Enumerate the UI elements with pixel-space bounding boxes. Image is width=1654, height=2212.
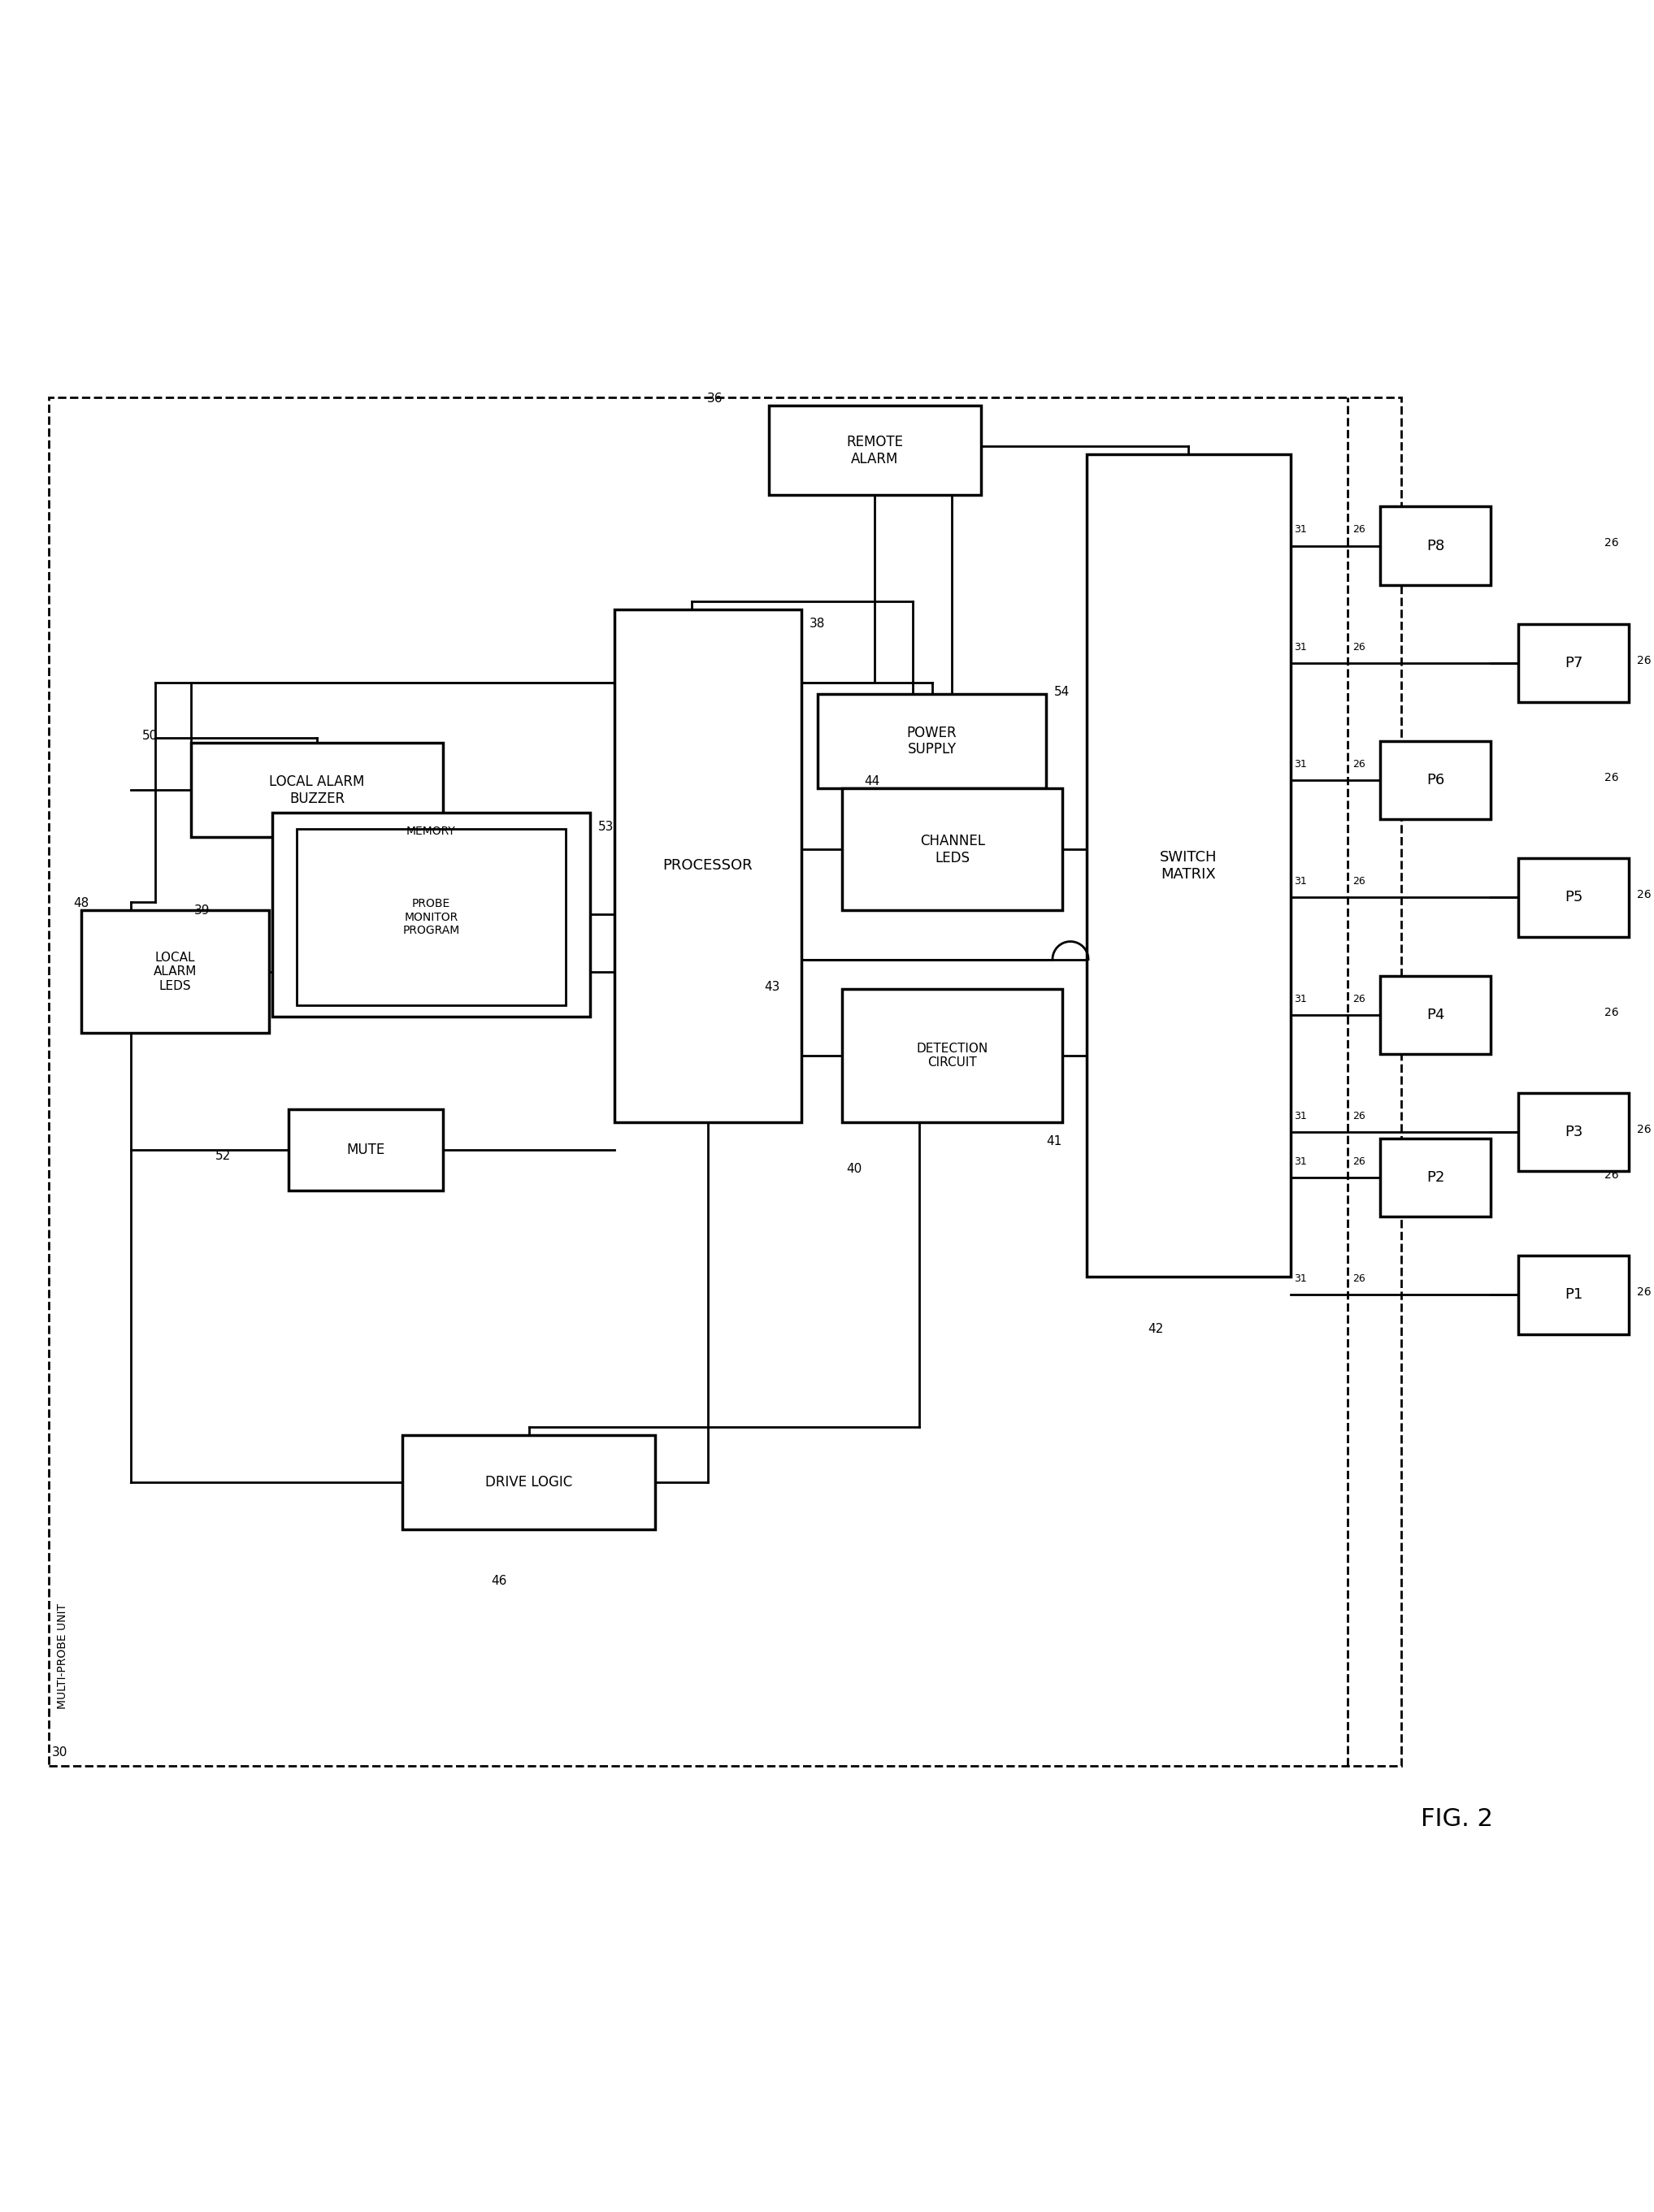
Text: 42: 42	[1148, 1323, 1163, 1334]
Text: P8: P8	[1426, 538, 1444, 553]
Text: P4: P4	[1426, 1006, 1444, 1022]
Text: P5: P5	[1565, 889, 1583, 905]
Text: DRIVE LOGIC: DRIVE LOGIC	[485, 1475, 572, 1489]
Text: 26: 26	[1353, 524, 1365, 535]
Text: 31: 31	[1293, 641, 1307, 653]
Text: 46: 46	[491, 1575, 506, 1588]
FancyBboxPatch shape	[1379, 507, 1490, 584]
FancyBboxPatch shape	[614, 608, 802, 1121]
FancyBboxPatch shape	[81, 911, 270, 1033]
Text: 31: 31	[1293, 1110, 1307, 1121]
Text: 26: 26	[1353, 876, 1365, 887]
Text: P7: P7	[1565, 655, 1583, 670]
Text: 31: 31	[1293, 524, 1307, 535]
Text: 38: 38	[810, 617, 825, 630]
FancyBboxPatch shape	[402, 1436, 655, 1528]
Text: 31: 31	[1293, 993, 1307, 1004]
FancyBboxPatch shape	[1518, 624, 1629, 701]
FancyBboxPatch shape	[842, 989, 1062, 1121]
Text: 36: 36	[708, 392, 723, 405]
Text: 26: 26	[1604, 1006, 1619, 1018]
Text: 48: 48	[73, 898, 89, 909]
Text: P1: P1	[1565, 1287, 1583, 1303]
Text: 26: 26	[1353, 759, 1365, 770]
FancyBboxPatch shape	[1087, 453, 1290, 1276]
Text: POWER
SUPPLY: POWER SUPPLY	[906, 726, 958, 757]
Text: PROCESSOR: PROCESSOR	[663, 858, 753, 874]
FancyBboxPatch shape	[1518, 858, 1629, 936]
Text: 50: 50	[142, 730, 157, 741]
FancyBboxPatch shape	[842, 787, 1062, 911]
Text: 44: 44	[865, 776, 880, 787]
Text: 26: 26	[1353, 641, 1365, 653]
FancyBboxPatch shape	[1379, 741, 1490, 818]
Text: CHANNEL
LEDS: CHANNEL LEDS	[920, 834, 984, 865]
Text: REMOTE
ALARM: REMOTE ALARM	[847, 434, 903, 467]
Text: 31: 31	[1293, 1274, 1307, 1285]
FancyBboxPatch shape	[288, 1108, 443, 1190]
Text: 41: 41	[1045, 1135, 1062, 1148]
FancyBboxPatch shape	[1379, 1139, 1490, 1217]
FancyBboxPatch shape	[190, 743, 443, 838]
Text: 53: 53	[599, 821, 614, 834]
FancyBboxPatch shape	[1518, 1256, 1629, 1334]
Text: MUTE: MUTE	[347, 1144, 385, 1157]
Text: 31: 31	[1293, 759, 1307, 770]
Text: 26: 26	[1604, 1170, 1619, 1181]
Text: 26: 26	[1637, 1287, 1652, 1298]
Text: 26: 26	[1353, 1274, 1365, 1285]
Text: 26: 26	[1637, 1124, 1652, 1135]
Text: 26: 26	[1353, 1110, 1365, 1121]
Text: 26: 26	[1604, 772, 1619, 783]
Text: LOCAL
ALARM
LEDS: LOCAL ALARM LEDS	[154, 951, 197, 991]
FancyBboxPatch shape	[769, 405, 981, 495]
Text: 30: 30	[53, 1745, 68, 1759]
Text: DETECTION
CIRCUIT: DETECTION CIRCUIT	[916, 1042, 987, 1068]
FancyBboxPatch shape	[819, 695, 1045, 787]
FancyBboxPatch shape	[1379, 975, 1490, 1053]
Text: P2: P2	[1426, 1170, 1444, 1186]
Text: 43: 43	[764, 980, 781, 993]
Text: 31: 31	[1293, 1157, 1307, 1168]
FancyBboxPatch shape	[1518, 1093, 1629, 1170]
Text: P3: P3	[1565, 1124, 1583, 1139]
Text: 54: 54	[1054, 686, 1070, 699]
FancyBboxPatch shape	[273, 812, 590, 1018]
Text: MULTI-PROBE UNIT: MULTI-PROBE UNIT	[58, 1604, 68, 1708]
Text: 26: 26	[1353, 993, 1365, 1004]
Text: SWITCH
MATRIX: SWITCH MATRIX	[1159, 849, 1217, 883]
Text: 39: 39	[194, 905, 210, 916]
Text: PROBE
MONITOR
PROGRAM: PROBE MONITOR PROGRAM	[402, 898, 460, 936]
Text: MEMORY: MEMORY	[407, 825, 457, 836]
Text: 26: 26	[1353, 1157, 1365, 1168]
FancyBboxPatch shape	[296, 830, 566, 1004]
Text: P6: P6	[1426, 772, 1444, 787]
Text: 26: 26	[1637, 655, 1652, 666]
Text: 26: 26	[1604, 538, 1619, 549]
Text: 26: 26	[1637, 889, 1652, 900]
Text: FIG. 2: FIG. 2	[1421, 1807, 1494, 1832]
Text: 31: 31	[1293, 876, 1307, 887]
Text: 40: 40	[845, 1164, 862, 1175]
Text: 52: 52	[215, 1150, 232, 1161]
Text: LOCAL ALARM
BUZZER: LOCAL ALARM BUZZER	[270, 774, 364, 805]
